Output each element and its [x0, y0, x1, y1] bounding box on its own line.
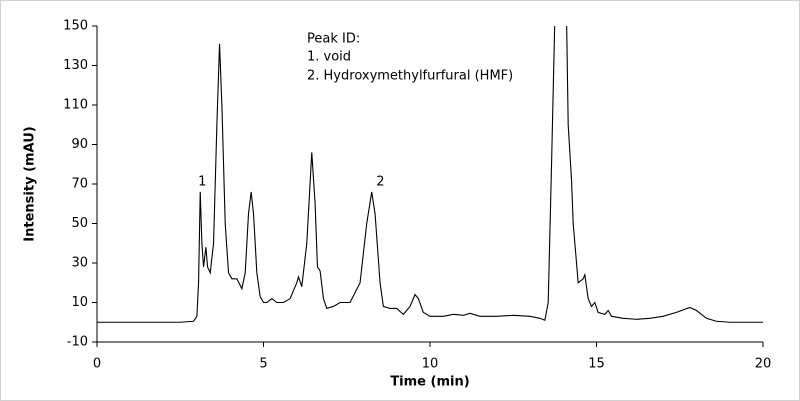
x-tick-label: 5	[259, 357, 267, 372]
annotation: 1. void	[307, 50, 351, 65]
y-tick-label: 50	[71, 216, 88, 231]
x-tick-label: 0	[93, 357, 101, 372]
peak-label: 2	[376, 174, 384, 189]
y-tick-label: 150	[63, 19, 88, 34]
y-tick-label: 110	[63, 98, 88, 113]
x-tick-label: 10	[422, 357, 439, 372]
y-tick-label: 70	[71, 177, 88, 192]
annotation: 2. Hydroxymethylfurfural (HMF)	[307, 69, 513, 84]
y-tick-label: 130	[63, 58, 88, 73]
y-tick-label: 10	[71, 295, 88, 310]
peak-label: 1	[198, 174, 206, 189]
y-tick-label: -10	[67, 335, 88, 350]
x-tick-label: 15	[588, 357, 605, 372]
x-axis-label: Time (min)	[390, 375, 469, 390]
y-tick-label: 90	[71, 137, 88, 152]
y-tick-label: 30	[71, 256, 88, 271]
x-tick-label: 20	[755, 357, 772, 372]
y-axis-label: Intensity (mAU)	[23, 126, 38, 241]
annotation: Peak ID:	[307, 32, 360, 47]
trace	[97, 26, 763, 323]
